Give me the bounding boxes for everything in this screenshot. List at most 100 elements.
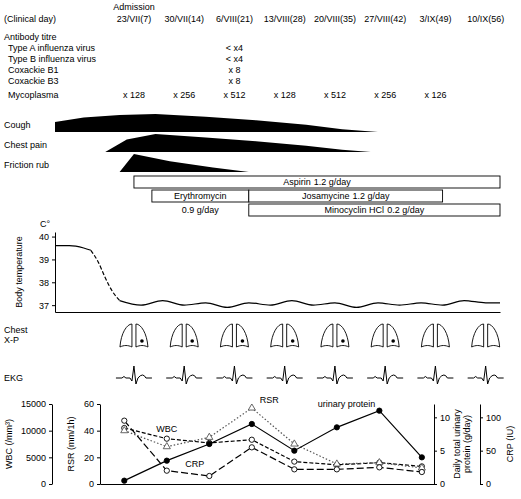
data-point (334, 467, 339, 472)
row-label: Coxackie B3 (8, 76, 59, 86)
tick-label: 5000 (26, 453, 46, 463)
treatment-name: Minocyclin HCl (325, 205, 385, 215)
series-labels: WBCRSRCRPurinary protein (156, 395, 375, 469)
data-point (334, 425, 339, 430)
date-label: 13/VIII(28) (264, 14, 306, 24)
axis-title: Daily total urinaryprotein (g/day) (452, 409, 472, 479)
lung-outline (387, 324, 399, 347)
axis-line (100, 405, 101, 485)
y-axis: 37383940 (39, 232, 56, 313)
lung-outline (488, 324, 500, 347)
treatment-bar (249, 190, 443, 202)
lung-outline (186, 324, 198, 347)
data-point (207, 441, 212, 446)
treatment-name: Josamycine (302, 191, 350, 201)
ekg-trace (116, 366, 152, 384)
chest-icon (271, 324, 299, 347)
tick: 39 (39, 255, 55, 265)
tick-label: 50 (486, 446, 496, 456)
ekg-trace (166, 366, 202, 384)
treatment-dose: 1.2 g/day (314, 177, 352, 187)
tick-label: 40 (84, 426, 94, 436)
tick-mark (49, 431, 52, 432)
treatment-label: Minocyclin HCl0.2 g/day (325, 205, 425, 215)
symptom-label: Cough (4, 120, 31, 130)
tick: 40 (39, 232, 55, 242)
tick-mark (97, 457, 100, 458)
tick-label: 10000 (21, 426, 46, 436)
series-line (91, 250, 120, 300)
tick: 15000 (21, 399, 52, 409)
axis-line (52, 405, 53, 485)
y-axis: 050001000015000 (21, 399, 53, 489)
date-label: 6/VIII(21) (216, 14, 253, 24)
data-point (122, 478, 127, 483)
ekg: EKG (4, 366, 504, 384)
tick-mark (480, 417, 483, 418)
data-point (249, 445, 254, 450)
data-point (164, 458, 169, 463)
antibody-titre: Antibody titreType A influenza virus< x4… (4, 32, 446, 100)
lesion (341, 339, 345, 343)
tick-mark (49, 404, 52, 405)
chest-icon (472, 324, 500, 347)
tick: 50 (480, 446, 496, 456)
axis-line (56, 312, 501, 313)
date-label: 3/IX(49) (419, 14, 451, 24)
tick-mark (480, 484, 483, 485)
lesion (190, 339, 194, 343)
data-point (207, 473, 212, 478)
tick-label: 10 (440, 413, 450, 423)
text-line: RSR (mm/1h) (66, 416, 76, 471)
titre-value: x 8 (228, 65, 240, 75)
tick-mark (52, 305, 55, 306)
titre-value: < x4 (226, 43, 243, 53)
symptom: Chest pain (4, 134, 371, 152)
titre-value: x 256 (173, 90, 195, 100)
titre-value: x 128 (274, 90, 296, 100)
axis-title: Body temperature (14, 236, 24, 308)
ekg-trace (317, 366, 353, 384)
data-point (377, 408, 382, 413)
ekg-trace (216, 366, 252, 384)
tick: 10000 (21, 426, 52, 436)
date-label: 23/VII(7) (117, 14, 152, 24)
lung-outline (271, 324, 283, 347)
lung-outline (220, 324, 232, 347)
lung-outline (136, 324, 148, 347)
data-point (291, 440, 298, 446)
lung-outline (437, 324, 449, 347)
axis-title: WBC (/mm³) (4, 419, 14, 469)
lung-outline (371, 324, 383, 347)
data-point (419, 455, 424, 460)
lesion (391, 339, 395, 343)
text-line: CRP (IU) (505, 426, 515, 462)
chest-icon (120, 324, 148, 347)
tick-label: 100 (486, 413, 501, 423)
lung-outline (236, 324, 248, 347)
tick-mark (434, 451, 437, 452)
treatment-dose: 1.2 g/day (352, 191, 390, 201)
lung-outline (170, 324, 182, 347)
text-line: X-P (4, 335, 19, 345)
tick: 5000 (26, 453, 52, 463)
background (0, 0, 521, 499)
tick-mark (52, 282, 55, 283)
data-point (376, 459, 383, 465)
tick-label: 39 (39, 255, 49, 265)
plot-area (55, 246, 500, 308)
plot-area (121, 404, 426, 483)
tick-label: 0 (89, 479, 94, 489)
tick: 60 (84, 399, 100, 409)
tick: 40 (84, 426, 100, 436)
chest-icon (371, 324, 399, 347)
row-label: Type A influenza virus (8, 43, 96, 53)
treatments: Aspirin1.2 g/dayErythromycin0.9 g/dayJos… (134, 176, 500, 216)
tick-mark (52, 237, 55, 238)
tick-label: 37 (39, 301, 49, 311)
ekg-trace (468, 366, 504, 384)
series-label: urinary protein (318, 399, 376, 409)
tick-label: 5 (440, 446, 445, 456)
lesion (140, 339, 144, 343)
admission-label: Admission (113, 2, 155, 12)
